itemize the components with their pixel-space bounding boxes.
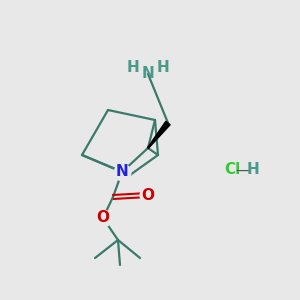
Text: H: H xyxy=(127,61,140,76)
Text: H: H xyxy=(247,163,260,178)
Text: O: O xyxy=(97,211,110,226)
Text: O: O xyxy=(142,188,154,202)
Text: N: N xyxy=(116,164,128,179)
Text: H: H xyxy=(157,61,169,76)
Polygon shape xyxy=(148,121,170,148)
Text: N: N xyxy=(142,67,154,82)
Text: —: — xyxy=(235,163,250,178)
Text: Cl: Cl xyxy=(224,163,240,178)
